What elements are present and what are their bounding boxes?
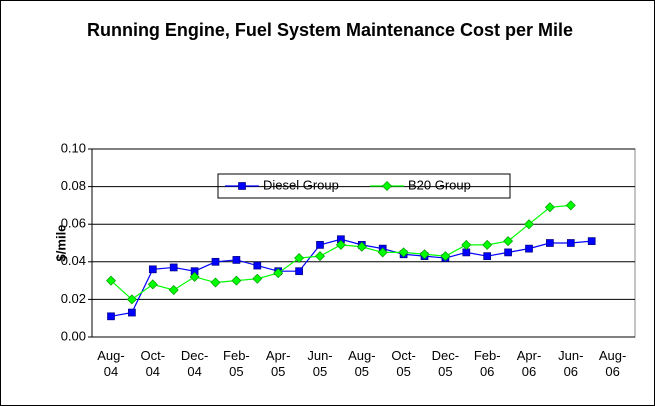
x-tick-label-line: 04 [104, 364, 118, 379]
x-tick-label-line: Feb- [474, 348, 501, 363]
chart-title: Running Engine, Fuel System Maintenance … [86, 20, 574, 40]
x-tick-label-line: 05 [313, 364, 327, 379]
data-point [106, 275, 116, 286]
data-point [544, 202, 555, 213]
data-point [107, 312, 115, 321]
data-point [147, 279, 158, 290]
x-tick-label: Apr-06 [517, 348, 542, 379]
data-point [316, 241, 324, 249]
x-tick-label-line: Feb- [223, 348, 250, 363]
x-tick-label-line: Oct- [141, 348, 166, 363]
data-point [566, 239, 575, 247]
data-point [377, 247, 388, 258]
x-tick-label-line: 05 [271, 364, 285, 379]
x-tick-label-line: Apr- [266, 348, 291, 363]
data-point [210, 277, 221, 288]
data-point [169, 263, 178, 272]
data-point [128, 308, 136, 317]
data-point [232, 256, 241, 264]
data-point [419, 249, 430, 260]
x-tick-label-line: 06 [522, 364, 536, 379]
data-point [462, 248, 471, 257]
data-point [189, 271, 200, 282]
x-tick-label: Dec-05 [432, 348, 459, 379]
x-tick-label: Aug-06 [599, 348, 626, 379]
legend-label: B20 Group [408, 177, 471, 192]
x-tick-label: Jun-05 [307, 348, 332, 379]
data-point [294, 253, 305, 264]
x-tick-label: Apr-05 [266, 348, 291, 379]
data-point [524, 219, 534, 230]
data-point [126, 294, 137, 305]
x-tick-label: Aug-05 [348, 348, 375, 379]
x-tick-label-line: Jun- [558, 348, 583, 363]
x-tick-label-line: Aug- [599, 348, 626, 363]
data-point [587, 237, 596, 245]
y-tick-label: 0.00 [61, 328, 86, 343]
x-tick-label: Oct-05 [391, 348, 416, 379]
x-tick-label: Jun-06 [558, 348, 583, 379]
data-point [253, 261, 262, 270]
x-tick-label-line: 05 [355, 364, 369, 379]
legend-label: Diesel Group [263, 177, 339, 192]
legend-marker [382, 181, 392, 191]
data-point [482, 239, 493, 250]
data-point [273, 268, 284, 279]
data-point [252, 273, 263, 284]
data-point [525, 244, 533, 253]
x-tick-label-line: 05 [438, 364, 452, 379]
x-tick-label-line: 06 [480, 364, 494, 379]
y-tick-label: 0.04 [61, 253, 86, 268]
data-point [231, 275, 242, 286]
data-point [398, 247, 409, 258]
y-axis-label: $/mile [53, 225, 68, 262]
data-point [504, 248, 512, 257]
x-tick-label-line: Aug- [348, 348, 375, 363]
data-point [315, 251, 325, 262]
y-tick-label: 0.06 [61, 216, 86, 231]
data-point [148, 265, 157, 274]
y-tick-label: 0.10 [61, 140, 86, 155]
legend [217, 173, 511, 199]
x-tick-label-line: Oct- [391, 348, 416, 363]
x-tick-label: Feb-05 [223, 348, 250, 379]
data-point [440, 251, 451, 262]
data-point [356, 241, 367, 252]
x-tick-label-line: 04 [146, 364, 160, 379]
data-point [335, 239, 346, 250]
x-tick-label-line: Aug- [97, 348, 124, 363]
x-tick-label: Feb-06 [474, 348, 501, 379]
data-point [483, 252, 492, 261]
y-tick-label: 0.08 [61, 178, 86, 193]
data-point [211, 257, 220, 266]
data-point [565, 200, 576, 211]
x-tick-label-line: Dec- [432, 348, 459, 363]
data-point [461, 239, 472, 250]
data-point [503, 236, 514, 247]
x-tick-label-line: 06 [564, 364, 578, 379]
x-tick-label-line: Dec- [181, 348, 208, 363]
data-point [168, 285, 179, 295]
x-tick-label: Oct-04 [141, 348, 166, 379]
y-tick-label: 0.02 [61, 291, 86, 306]
legend-marker [238, 182, 246, 190]
x-tick-label-line: Apr- [517, 348, 542, 363]
x-tick-label-line: 04 [187, 364, 201, 379]
x-tick-label-line: 06 [605, 364, 619, 379]
x-tick-label-line: Jun- [307, 348, 332, 363]
x-tick-label: Dec-04 [181, 348, 208, 379]
data-point [546, 239, 554, 247]
data-point [295, 267, 303, 276]
x-tick-label-line: 05 [229, 364, 243, 379]
x-tick-label: Aug-04 [97, 348, 124, 379]
x-tick-label-line: 05 [396, 364, 410, 379]
